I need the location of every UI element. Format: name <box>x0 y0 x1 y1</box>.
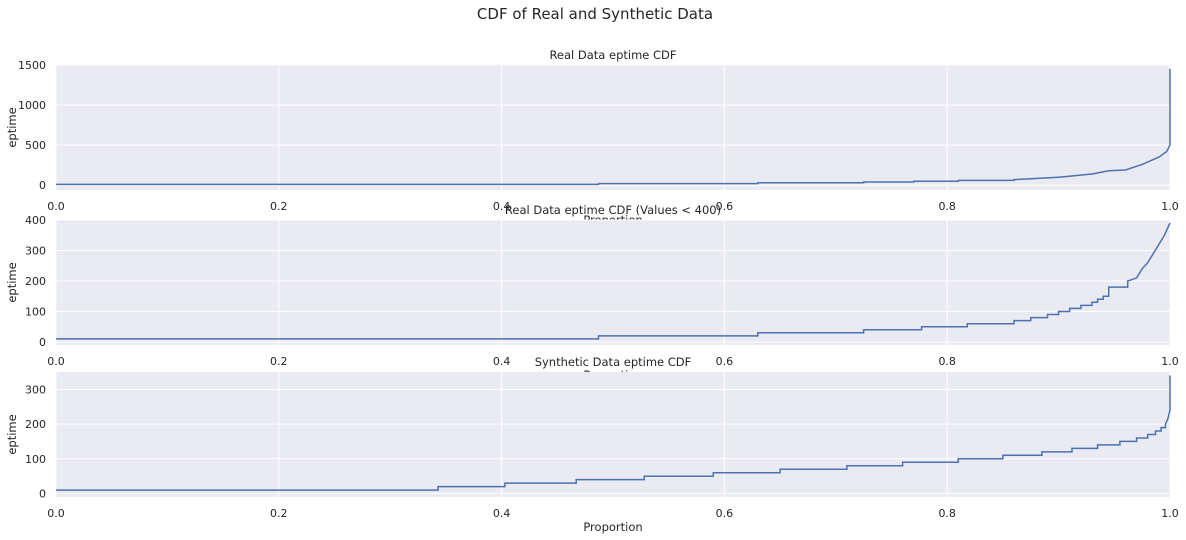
subplot-title: Real Data eptime CDF (Values < 400) <box>505 203 721 217</box>
x-tick-label: 1.0 <box>1161 200 1179 213</box>
plot-area <box>56 220 1170 345</box>
subplots: 0.00.20.40.60.81.0050010001500eptimeProp… <box>5 48 1179 534</box>
subplot-title: Real Data eptime CDF <box>549 48 676 62</box>
x-tick-label: 0.6 <box>716 200 734 213</box>
x-tick-label: 0.2 <box>270 507 288 520</box>
y-tick-label: 300 <box>25 244 46 257</box>
y-tick-label: 400 <box>25 214 46 227</box>
x-tick-label: 0.4 <box>493 200 511 213</box>
y-tick-label: 500 <box>25 139 46 152</box>
x-tick-label: 1.0 <box>1161 507 1179 520</box>
cdf-line-3 <box>56 375 1171 491</box>
x-tick-label: 0.8 <box>938 507 956 520</box>
cdf-line-1 <box>56 69 1171 186</box>
y-axis-label: eptime <box>5 107 19 147</box>
x-tick-label: 0.0 <box>47 355 65 368</box>
plot-area <box>56 65 1170 190</box>
cdf-line-2 <box>56 222 1171 340</box>
x-axis-label: Proportion <box>583 520 642 534</box>
subplot-2: 0.00.20.40.60.81.00100200300400eptimePro… <box>5 203 1179 382</box>
x-tick-label: 0.2 <box>270 200 288 213</box>
y-tick-label: 1000 <box>18 99 46 112</box>
x-tick-label: 0.4 <box>493 507 511 520</box>
x-tick-label: 0.0 <box>47 507 65 520</box>
x-tick-label: 0.6 <box>716 507 734 520</box>
plot-area <box>56 372 1170 497</box>
subplot-3: 0.0 0.2 0.4 0.6 0.8 1.0 0 100 200 300 eptime Propor… <box>5 355 1179 534</box>
y-tick-label: 0 <box>39 179 46 192</box>
subplot-title: Synthetic Data eptime CDF <box>535 355 692 369</box>
y-tick-label: 0 <box>39 488 46 501</box>
figure-title: CDF of Real and Synthetic Data <box>477 5 713 23</box>
x-tick-label: 0.8 <box>938 355 956 368</box>
y-tick-label: 300 <box>25 383 46 396</box>
y-tick-label: 1500 <box>18 59 46 72</box>
y-tick-label: 0 <box>39 336 46 349</box>
subplot-1: 0.00.20.40.60.81.0050010001500eptimeProp… <box>5 48 1179 227</box>
x-tick-label: 0.2 <box>270 355 288 368</box>
y-axis-label: eptime <box>5 262 19 302</box>
y-tick-label: 200 <box>25 418 46 431</box>
x-tick-label: 0.0 <box>47 200 65 213</box>
x-tick-label: 1.0 <box>1161 355 1179 368</box>
x-tick-label: 0.8 <box>938 200 956 213</box>
y-tick-label: 100 <box>25 305 46 318</box>
x-tick-label: 0.4 <box>493 355 511 368</box>
y-tick-label: 200 <box>25 275 46 288</box>
x-tick-label: 0.6 <box>716 355 734 368</box>
y-axis-label: eptime <box>5 414 19 454</box>
y-tick-label: 100 <box>25 453 46 466</box>
